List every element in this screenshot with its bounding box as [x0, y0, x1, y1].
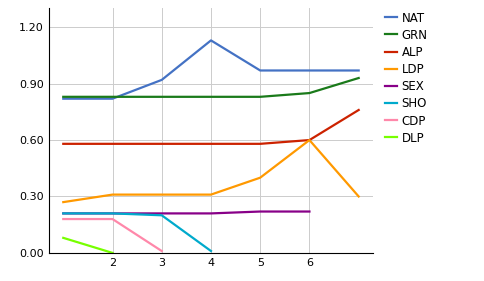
GRN	[208, 95, 213, 99]
GRN	[158, 95, 164, 99]
SEX	[60, 212, 66, 215]
Line: SHO: SHO	[63, 213, 211, 251]
NAT	[306, 69, 312, 72]
SEX	[257, 210, 263, 213]
NAT	[257, 69, 263, 72]
NAT	[109, 97, 115, 100]
Legend: NAT, GRN, ALP, LDP, SEX, SHO, CDP, DLP: NAT, GRN, ALP, LDP, SEX, SHO, CDP, DLP	[382, 10, 429, 147]
ALP	[60, 142, 66, 146]
DLP	[60, 236, 66, 239]
NAT	[158, 78, 164, 81]
ALP	[306, 138, 312, 142]
SEX	[109, 212, 115, 215]
SHO	[208, 249, 213, 253]
CDP	[109, 217, 115, 221]
Line: LDP: LDP	[63, 140, 358, 202]
Line: NAT: NAT	[63, 40, 358, 99]
CDP	[60, 217, 66, 221]
LDP	[208, 193, 213, 196]
SHO	[109, 212, 115, 215]
GRN	[109, 95, 115, 99]
SHO	[60, 212, 66, 215]
NAT	[208, 39, 213, 42]
LDP	[355, 195, 361, 198]
Line: GRN: GRN	[63, 78, 358, 97]
Line: CDP: CDP	[63, 219, 161, 251]
SEX	[158, 212, 164, 215]
ALP	[208, 142, 213, 146]
Line: ALP: ALP	[63, 110, 358, 144]
ALP	[257, 142, 263, 146]
GRN	[355, 76, 361, 80]
Line: SEX: SEX	[63, 212, 309, 213]
SHO	[158, 214, 164, 217]
ALP	[355, 108, 361, 112]
SEX	[208, 212, 213, 215]
LDP	[60, 200, 66, 204]
GRN	[257, 95, 263, 99]
SEX	[306, 210, 312, 213]
LDP	[109, 193, 115, 196]
CDP	[158, 249, 164, 253]
ALP	[109, 142, 115, 146]
ALP	[158, 142, 164, 146]
DLP	[109, 251, 115, 255]
LDP	[257, 176, 263, 179]
GRN	[60, 95, 66, 99]
NAT	[355, 69, 361, 72]
GRN	[306, 91, 312, 95]
LDP	[306, 138, 312, 142]
NAT	[60, 97, 66, 100]
Line: DLP: DLP	[63, 238, 112, 253]
LDP	[158, 193, 164, 196]
